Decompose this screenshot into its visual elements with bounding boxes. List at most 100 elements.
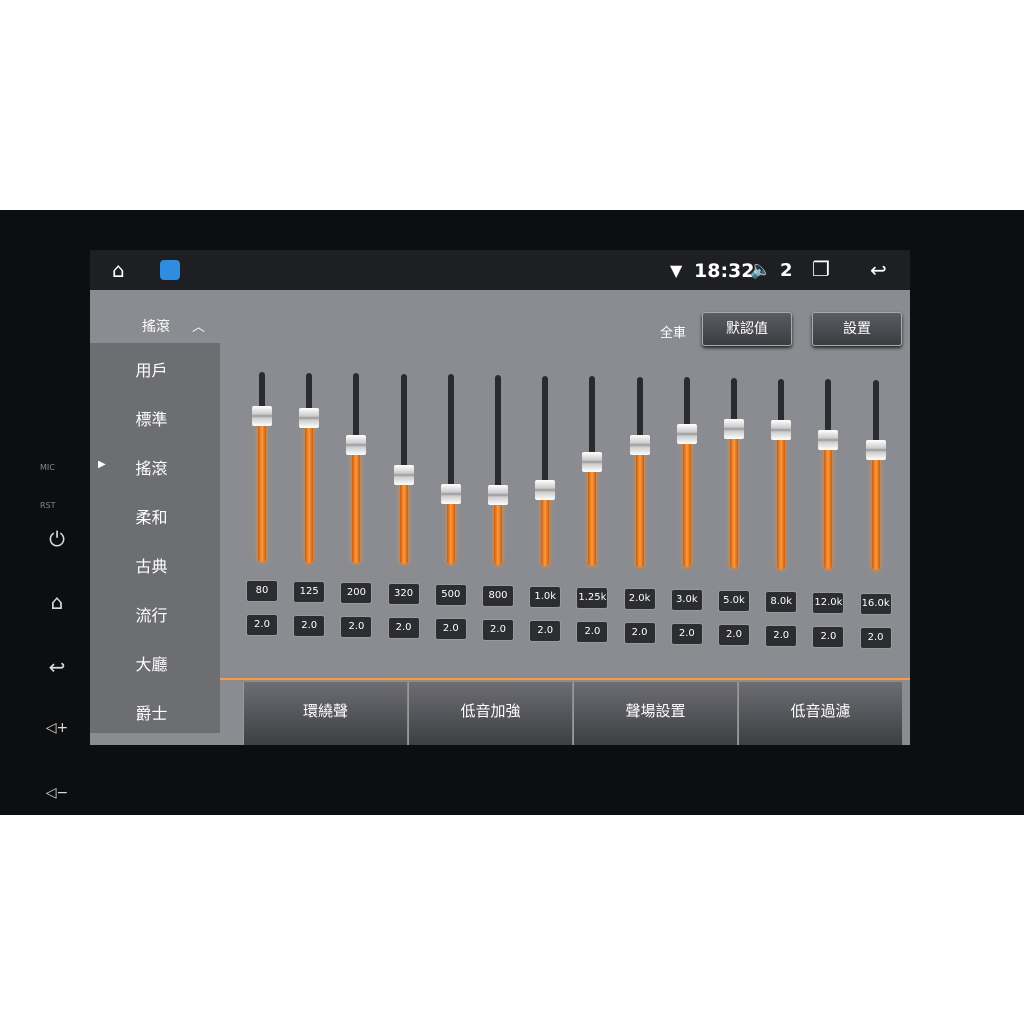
- volume-level: 2: [780, 260, 793, 281]
- selected-arrow-icon: ▶: [98, 459, 106, 470]
- screen: ⌂ ▼ 18:32 🔈 2 ❐ ↩ 搖滾 ︿ 全車 默認值 設置 用戶 標準 搖滾 ▶…: [90, 250, 910, 745]
- band-frequency: 5.0k: [718, 590, 750, 612]
- preset-selector[interactable]: 搖滾: [142, 319, 170, 335]
- band-gain[interactable]: 2.0: [340, 616, 373, 638]
- eq-slider[interactable]: [818, 379, 839, 570]
- slider-knob[interactable]: [818, 430, 839, 450]
- band-gain[interactable]: 2.0: [387, 617, 420, 639]
- preset-menu-item[interactable]: 用戶: [135, 361, 168, 380]
- slider-fill: [352, 445, 361, 564]
- tab-1[interactable]: 低音加強: [408, 682, 572, 745]
- power-icon[interactable]: ⏻: [49, 527, 65, 551]
- band-gain[interactable]: 2.0: [293, 615, 326, 637]
- slider-knob[interactable]: [488, 484, 508, 505]
- slider-fill: [871, 450, 880, 570]
- eq-slider[interactable]: [488, 375, 508, 565]
- tab-2[interactable]: 聲場設置: [573, 682, 737, 745]
- slider-knob[interactable]: [252, 405, 272, 426]
- slider-knob[interactable]: [771, 419, 792, 440]
- band-frequency: 1.0k: [529, 586, 562, 608]
- slider-fill: [730, 429, 738, 568]
- slider-knob[interactable]: [299, 408, 320, 429]
- app-icon[interactable]: [160, 260, 180, 280]
- eq-slider[interactable]: [676, 377, 697, 568]
- back-icon[interactable]: ↩: [870, 258, 887, 282]
- band-frequency: 125: [293, 581, 326, 603]
- preset-menu-item[interactable]: 柔和: [135, 508, 168, 527]
- tab-0[interactable]: 環繞聲: [243, 682, 407, 745]
- band-gain[interactable]: 2.0: [482, 619, 514, 641]
- settings-button[interactable]: 設置: [812, 312, 902, 346]
- slider-fill: [635, 445, 644, 567]
- band-gain[interactable]: 2.0: [718, 624, 750, 646]
- eq-slider[interactable]: [299, 372, 320, 563]
- eq-slider[interactable]: [771, 378, 792, 569]
- slider-fill: [305, 418, 314, 563]
- rst-label: RST: [40, 501, 56, 510]
- home-icon[interactable]: ⌂: [112, 258, 125, 282]
- slider-knob[interactable]: [865, 440, 886, 461]
- slider-track: [447, 374, 454, 565]
- band-gain[interactable]: 2.0: [529, 620, 562, 642]
- preset-menu-item[interactable]: 古典: [135, 557, 168, 576]
- band-frequency: 12.0k: [812, 592, 845, 614]
- chevron-up-icon[interactable]: ︿: [192, 320, 206, 335]
- band-frequency: 8.0k: [765, 591, 798, 613]
- eq-slider[interactable]: [535, 375, 556, 566]
- slider-fill: [824, 440, 833, 570]
- slider-fill: [446, 494, 455, 565]
- eq-slider[interactable]: [724, 378, 744, 568]
- eq-slider[interactable]: [393, 373, 414, 564]
- slider-knob[interactable]: [440, 484, 461, 505]
- band-gain[interactable]: 2.0: [576, 621, 609, 643]
- eq-slider[interactable]: [629, 376, 650, 567]
- slider-knob[interactable]: [393, 464, 414, 485]
- eq-slider[interactable]: [440, 374, 461, 565]
- slider-knob[interactable]: [724, 419, 744, 440]
- slider-fill: [399, 474, 408, 564]
- band-gain[interactable]: 2.0: [670, 623, 703, 645]
- band-gain[interactable]: 2.0: [812, 626, 845, 648]
- eq-slider[interactable]: [865, 379, 886, 570]
- band-gain[interactable]: 2.0: [434, 618, 467, 640]
- band-frequency: 800: [482, 585, 514, 607]
- slider-knob[interactable]: [346, 435, 367, 456]
- preset-menu-item[interactable]: 流行: [135, 606, 168, 625]
- band-gain[interactable]: 2.0: [623, 622, 656, 644]
- slider-knob[interactable]: [629, 435, 650, 456]
- slider-fill: [682, 434, 691, 568]
- preset-menu-item[interactable]: 搖滾: [135, 459, 168, 478]
- preset-menu-item[interactable]: 大廳: [135, 655, 168, 674]
- eq-slider[interactable]: [582, 376, 603, 567]
- slider-fill: [541, 489, 550, 566]
- default-button[interactable]: 默認值: [702, 312, 792, 346]
- preset-menu: 用戶標準搖滾 ▶ 柔和古典流行大廳爵士: [90, 343, 220, 733]
- slider-knob[interactable]: [535, 479, 556, 500]
- back-icon[interactable]: ↩: [48, 655, 66, 679]
- scope-label: 全車: [660, 326, 687, 341]
- preset-menu-item[interactable]: 爵士: [135, 704, 168, 723]
- band-frequency: 2.0k: [623, 588, 656, 610]
- preset-menu-item[interactable]: 標準: [135, 410, 168, 429]
- slider-knob[interactable]: [676, 424, 697, 445]
- tab-3[interactable]: 低音過濾: [738, 682, 902, 745]
- band-frequency: 500: [434, 584, 467, 606]
- clock: 18:32: [694, 260, 755, 282]
- band-gain[interactable]: 2.0: [859, 627, 892, 649]
- volume-up-icon[interactable]: ◁+: [45, 720, 69, 736]
- slider-knob[interactable]: [582, 451, 603, 472]
- volume-icon[interactable]: 🔈: [750, 260, 772, 280]
- hardware-buttons: MIC RST ⏻ ⌂ ↩ ◁+ ◁−: [20, 455, 90, 955]
- recent-apps-icon[interactable]: ❐: [812, 257, 830, 281]
- band-gain[interactable]: 2.0: [765, 625, 798, 647]
- home-icon[interactable]: ⌂: [50, 590, 64, 614]
- eq-slider[interactable]: [252, 372, 272, 562]
- slider-fill: [494, 494, 502, 565]
- volume-down-icon[interactable]: ◁−: [45, 785, 69, 801]
- eq-slider[interactable]: [346, 373, 367, 564]
- band-gain[interactable]: 2.0: [246, 614, 278, 636]
- band-frequency: 16.0k: [859, 593, 892, 615]
- slider-track: [542, 375, 549, 566]
- band-frequency: 3.0k: [670, 589, 703, 611]
- mic-label: MIC: [40, 463, 55, 472]
